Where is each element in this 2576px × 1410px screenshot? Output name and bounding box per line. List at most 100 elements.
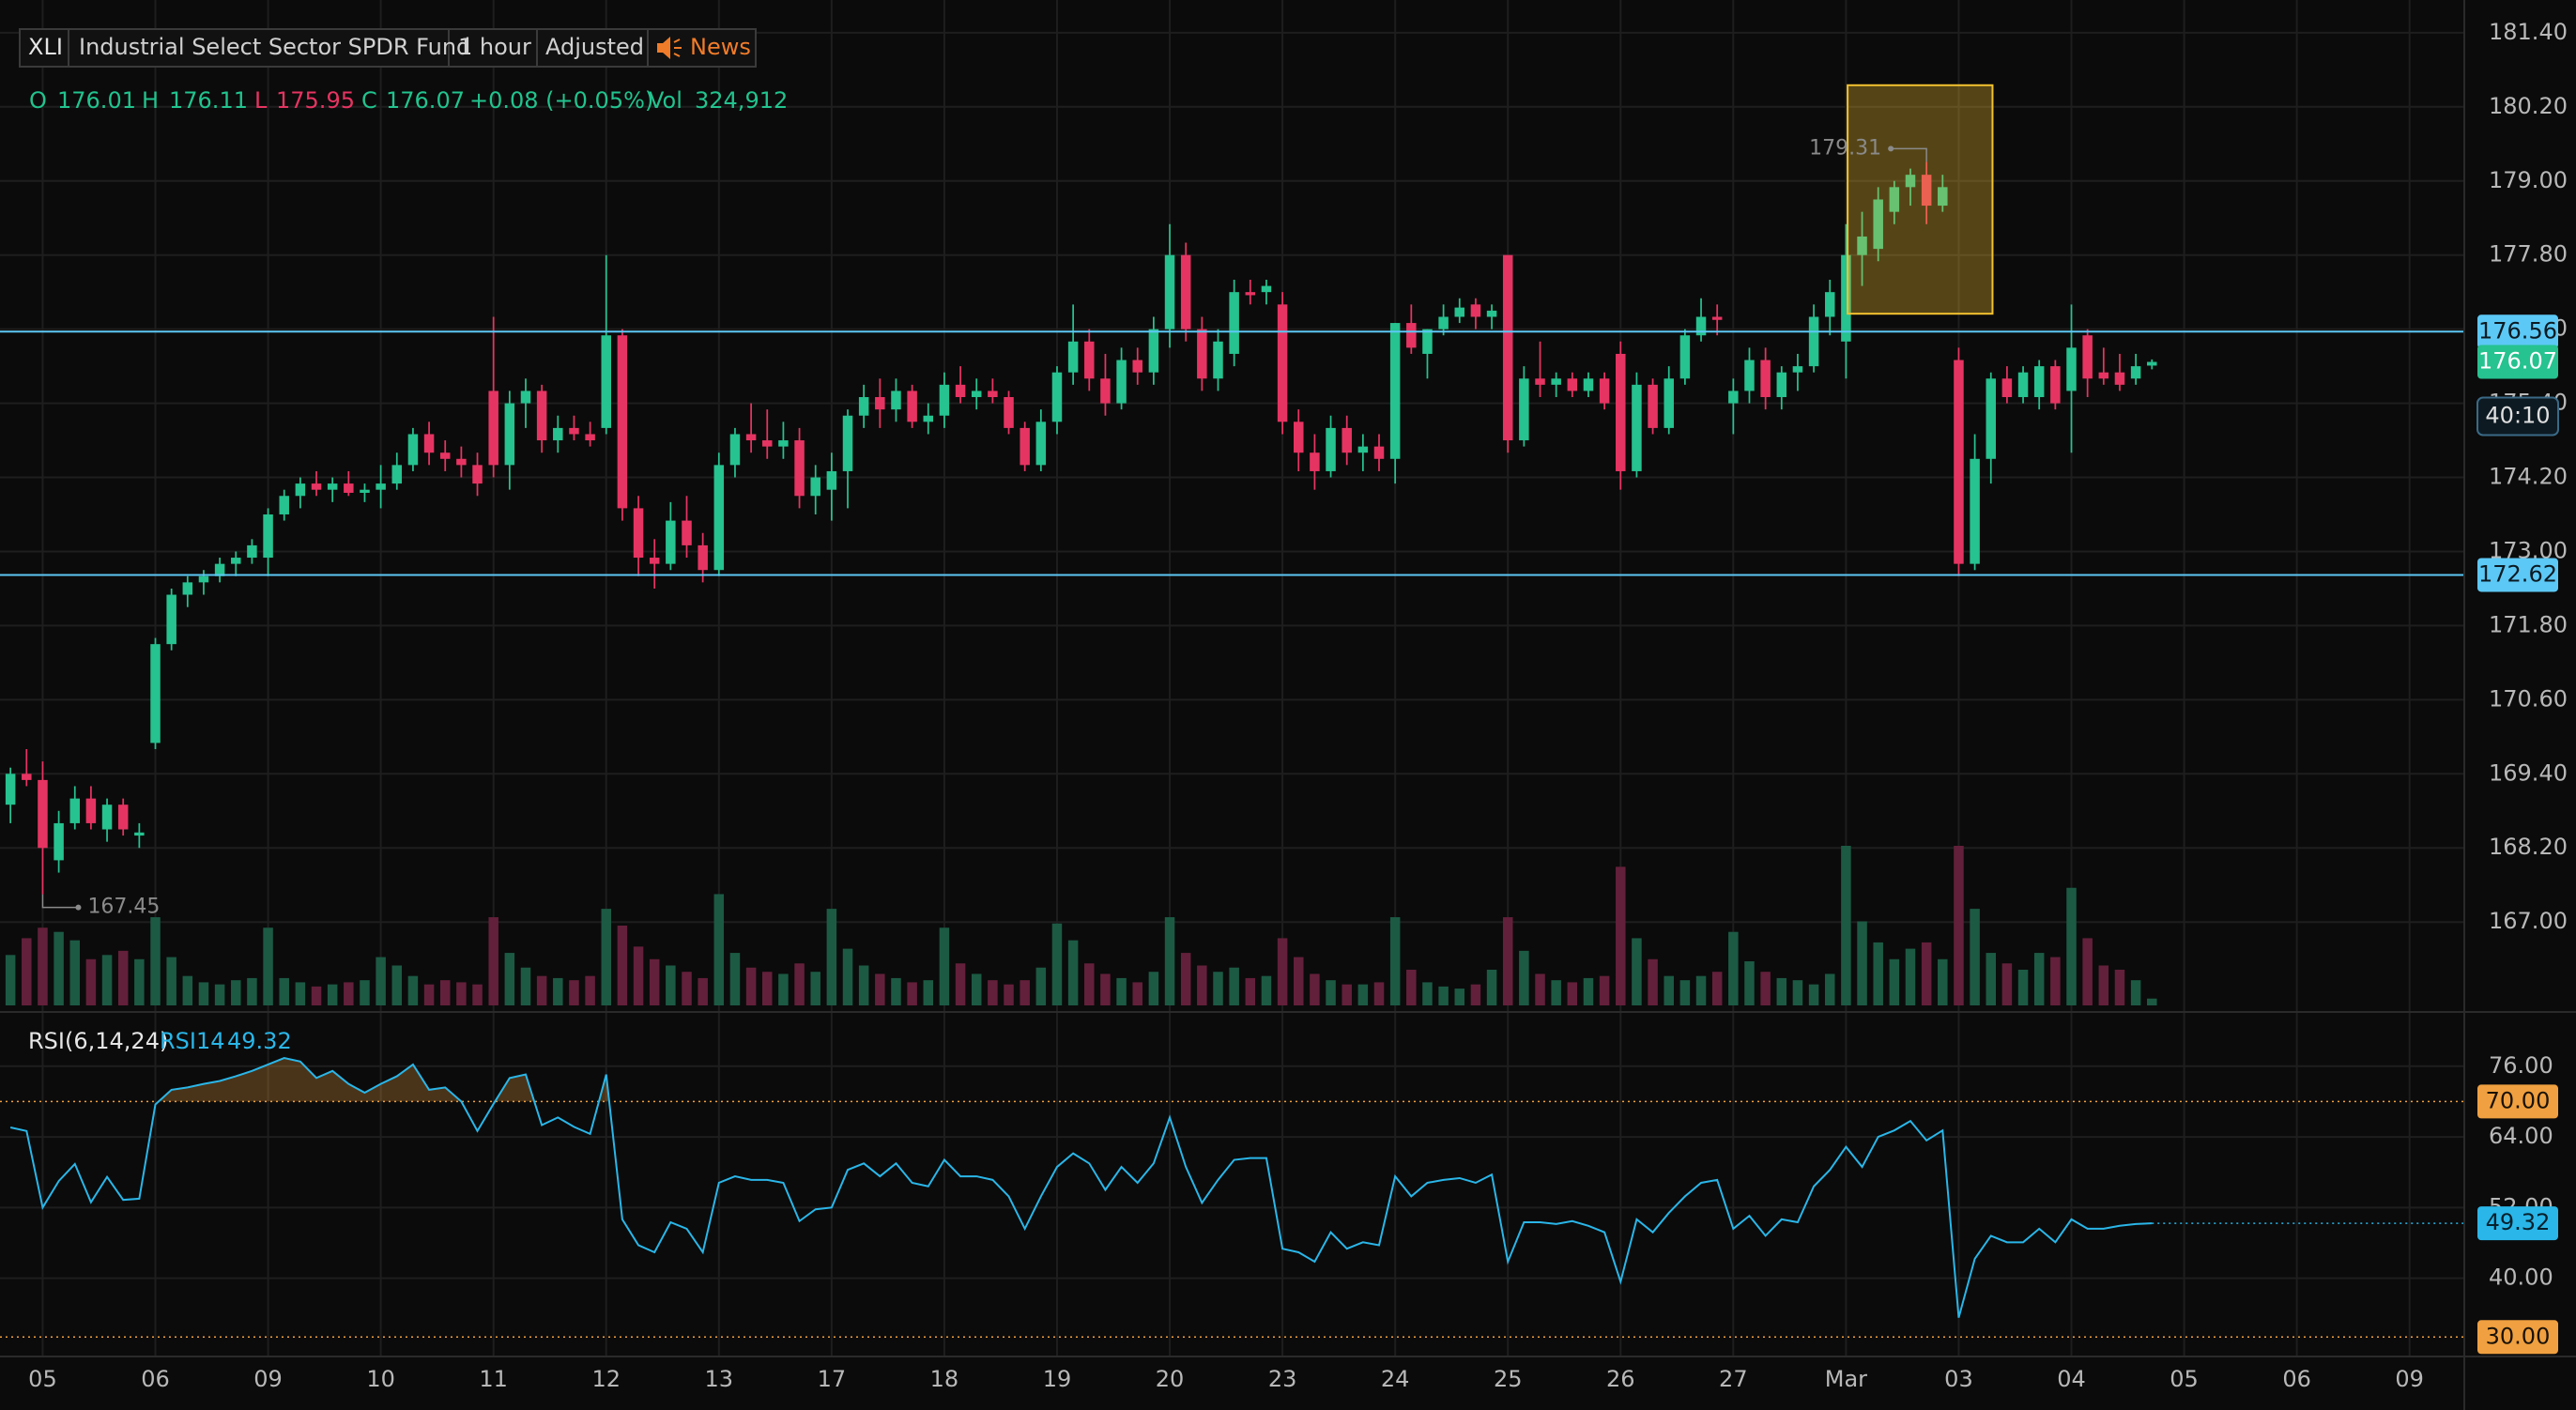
- rsi-value: 49.32: [227, 1028, 292, 1054]
- volume-bar: [1567, 982, 1578, 1005]
- candle-body: [2082, 335, 2093, 379]
- high-label: H: [142, 87, 159, 114]
- candle-body: [2001, 378, 2013, 398]
- candles: [5, 161, 2157, 895]
- candle-body: [247, 544, 257, 559]
- candle-body: [182, 582, 193, 595]
- x-tick-label: 09: [2395, 1366, 2424, 1392]
- candle-body: [601, 335, 611, 428]
- volume-bar: [1857, 921, 1867, 1005]
- candle-body: [1744, 360, 1755, 391]
- candle-body: [150, 644, 161, 743]
- countdown: 40:10: [2485, 403, 2550, 429]
- volume-bar: [1679, 980, 1691, 1005]
- y-tick-label: 167.00: [2489, 908, 2568, 934]
- candle-body: [1197, 329, 1207, 379]
- volume-bar: [54, 931, 64, 1005]
- volume-bar: [1808, 984, 1819, 1005]
- volume-bar: [745, 967, 757, 1005]
- volume-bar: [1632, 938, 1642, 1005]
- volume-bar: [182, 975, 193, 1005]
- candle-body: [69, 798, 81, 823]
- candle-body: [472, 465, 483, 484]
- candle-body: [1454, 307, 1465, 317]
- volume-bar: [1664, 975, 1674, 1005]
- volume-bar: [1470, 984, 1481, 1005]
- candle-body: [360, 489, 370, 493]
- volume-bar: [698, 977, 708, 1005]
- volume-bar: [472, 984, 483, 1005]
- volume-bar: [1760, 972, 1771, 1005]
- candle-body: [101, 805, 113, 830]
- x-tick-label: 17: [818, 1366, 847, 1392]
- candle-body: [988, 391, 998, 398]
- volume-bar: [1454, 989, 1465, 1005]
- volume-bar: [633, 946, 644, 1005]
- candle-body: [1422, 329, 1433, 354]
- candle-body: [279, 496, 289, 514]
- rsi-tick-label: 64.00: [2489, 1123, 2553, 1149]
- volume-bar: [1502, 917, 1513, 1005]
- volume-bar: [2147, 998, 2157, 1005]
- volume-bar: [1616, 866, 1626, 1005]
- annotation-dot: [1888, 146, 1894, 152]
- candle-body: [2130, 366, 2141, 379]
- candle-body: [488, 391, 498, 466]
- volume-bar: [1519, 950, 1529, 1005]
- candle-body: [826, 470, 837, 490]
- volume-bar: [810, 972, 820, 1005]
- change: +0.08 (+0.05%): [469, 87, 653, 114]
- candle-body: [1342, 427, 1352, 453]
- candle-body: [682, 520, 692, 545]
- candle-body: [1551, 378, 1561, 385]
- volume-bar: [263, 927, 273, 1005]
- volume-bar: [713, 894, 725, 1005]
- volume-bar: [1100, 973, 1111, 1005]
- volume-bar: [166, 957, 176, 1005]
- rsi-tick-label: 40.00: [2489, 1264, 2553, 1291]
- x-tick-label: 20: [1156, 1366, 1185, 1392]
- volume-bar: [1406, 969, 1417, 1005]
- volume-bar: [1711, 972, 1723, 1005]
- open-value: 176.01: [57, 87, 136, 114]
- news-button[interactable]: News: [690, 34, 751, 60]
- price-label: 172.62: [2478, 560, 2557, 587]
- y-tick-label: 169.40: [2489, 759, 2568, 786]
- volume-bar: [376, 957, 386, 1005]
- x-tick-label: 05: [28, 1366, 57, 1392]
- volume-bar: [2098, 965, 2109, 1005]
- volume-bar: [1132, 982, 1142, 1005]
- volume-bar: [1261, 975, 1272, 1005]
- annotation-leader: [41, 894, 79, 909]
- volume-bar: [1422, 982, 1433, 1005]
- candle-body: [907, 391, 917, 422]
- x-tick-label: 12: [591, 1366, 621, 1392]
- volume-bar: [1873, 942, 1883, 1005]
- volume-bar: [2066, 887, 2077, 1005]
- symbol[interactable]: XLI: [28, 34, 63, 60]
- candle-body: [1229, 292, 1239, 354]
- volume-bar: [1986, 953, 1997, 1005]
- volume-bar: [231, 980, 241, 1005]
- candle-body: [585, 434, 595, 441]
- candle-body: [198, 575, 209, 583]
- candle-body: [713, 465, 725, 571]
- candle-body: [569, 427, 579, 435]
- volume-bar: [682, 972, 692, 1005]
- volume-bar: [923, 980, 934, 1005]
- adjustment[interactable]: Adjusted: [545, 34, 644, 60]
- volume-bar: [1180, 953, 1191, 1005]
- volume-bar: [794, 963, 805, 1005]
- candle-body: [1310, 452, 1320, 471]
- x-tick-label: 09: [253, 1366, 283, 1392]
- candle-body: [1100, 378, 1111, 404]
- interval[interactable]: 1 hour: [458, 34, 531, 60]
- volume-bar: [423, 984, 435, 1005]
- candle-body: [5, 774, 16, 805]
- rsi-name: RSI14: [160, 1028, 225, 1054]
- volume-bar: [2001, 963, 2013, 1005]
- candle-body: [2033, 366, 2045, 398]
- last-price-label: 176.07: [2478, 348, 2557, 375]
- candle-body: [1035, 421, 1047, 466]
